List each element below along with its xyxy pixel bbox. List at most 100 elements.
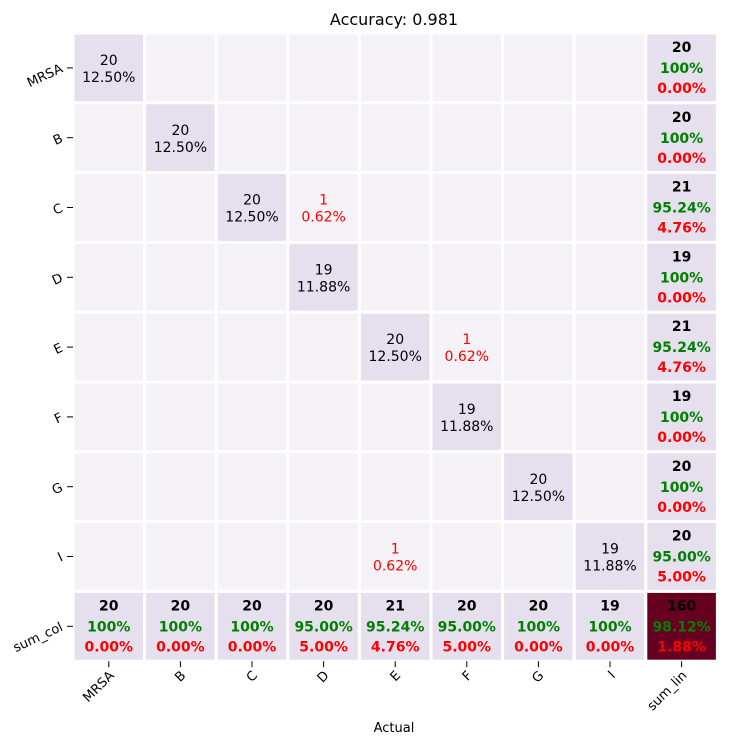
heatmap-cell bbox=[429, 31, 505, 105]
x-tick-label: I bbox=[606, 668, 619, 681]
cell-count-label: 1 bbox=[319, 193, 328, 209]
heatmap-cell bbox=[214, 310, 290, 384]
chart-title: Accuracy: 0.981 bbox=[329, 10, 459, 29]
heatmap-cell bbox=[71, 171, 147, 244]
sum-bad-label: 4.76% bbox=[657, 221, 706, 237]
sum-bad-label: 0.00% bbox=[657, 290, 706, 306]
heatmap-cell bbox=[501, 310, 576, 384]
cell-count-label: 20 bbox=[100, 53, 118, 69]
heatmap-cell bbox=[501, 520, 576, 593]
sum-count-label: 20 bbox=[314, 598, 334, 614]
heatmap-cell bbox=[429, 101, 505, 175]
x-tick-label: C bbox=[244, 668, 261, 685]
heatmap-cell bbox=[71, 380, 147, 454]
heatmap-cell bbox=[644, 101, 719, 175]
heatmap-cell bbox=[214, 380, 290, 454]
sum-count-label: 20 bbox=[529, 598, 549, 614]
sum-good-label: 100% bbox=[588, 619, 631, 635]
heatmap-cell bbox=[644, 450, 719, 524]
cell-count-label: 1 bbox=[391, 542, 400, 558]
heatmap-cell bbox=[357, 589, 433, 663]
cell-percent-label: 11.88% bbox=[297, 279, 350, 295]
sum-count-label: 20 bbox=[171, 598, 191, 614]
x-tick-label: D bbox=[315, 668, 333, 686]
cell-percent-label: 12.50% bbox=[82, 70, 135, 86]
y-tick-label: MRSA bbox=[25, 62, 66, 92]
heatmap-cell bbox=[429, 310, 505, 384]
heatmap-cell bbox=[429, 450, 505, 524]
sum-good-label: 95.24% bbox=[652, 340, 710, 356]
y-tick-label: D bbox=[50, 271, 65, 289]
heatmap-cell bbox=[214, 101, 290, 175]
heatmap-cell bbox=[572, 380, 648, 454]
cell-percent-label: 12.50% bbox=[369, 349, 422, 365]
cell-percent-label: 0.62% bbox=[445, 349, 489, 365]
sum-good-label: 100% bbox=[660, 270, 703, 286]
cell-percent-label: 11.88% bbox=[440, 419, 493, 435]
sum-count-label: 20 bbox=[672, 40, 692, 56]
heatmap-cell bbox=[501, 380, 576, 454]
heatmap-cell bbox=[286, 171, 361, 244]
sum-count-label: 19 bbox=[672, 389, 691, 405]
cell-count-label: 20 bbox=[386, 332, 404, 348]
sum-bad-label: 0.00% bbox=[657, 151, 706, 167]
sum-bad-label: 0.00% bbox=[657, 81, 706, 97]
cell-count-label: 1 bbox=[462, 332, 471, 348]
heatmap-cell bbox=[572, 310, 648, 384]
heatmap-cell bbox=[357, 171, 433, 244]
sum-bad-label: 5.00% bbox=[443, 639, 492, 655]
heatmap-cell bbox=[143, 310, 218, 384]
heatmap-cell bbox=[214, 450, 290, 524]
sum-bad-label: 0.00% bbox=[156, 639, 205, 655]
sum-bad-label: 1.88% bbox=[657, 639, 706, 655]
heatmap-cell bbox=[429, 240, 505, 314]
sum-good-label: 95.00% bbox=[652, 550, 710, 566]
sum-count-label: 21 bbox=[672, 319, 691, 335]
heatmap-cell bbox=[644, 171, 719, 244]
cell-percent-label: 0.62% bbox=[301, 210, 345, 226]
heatmap-cell bbox=[572, 450, 648, 524]
heatmap-cell bbox=[429, 380, 505, 454]
heatmap-cell bbox=[644, 589, 719, 663]
heatmap-cell bbox=[357, 240, 433, 314]
sum-bad-label: 0.00% bbox=[514, 639, 563, 655]
sum-bad-label: 0.00% bbox=[228, 639, 277, 655]
heatmap-cell bbox=[143, 450, 218, 524]
sum-count-label: 19 bbox=[672, 249, 691, 265]
heatmap-cell bbox=[357, 31, 433, 105]
cell-count-label: 19 bbox=[458, 402, 476, 418]
heatmap-cell bbox=[286, 310, 361, 384]
y-tick-label: I bbox=[56, 550, 66, 565]
sum-bad-label: 5.00% bbox=[657, 570, 706, 586]
heatmap-cell bbox=[143, 171, 218, 244]
heatmap-cell bbox=[143, 380, 218, 454]
heatmap-cell bbox=[71, 240, 147, 314]
y-tick-label: G bbox=[50, 480, 65, 498]
cell-count-label: 19 bbox=[601, 542, 619, 558]
sum-good-label: 95.00% bbox=[438, 619, 496, 635]
heatmap-cell bbox=[357, 380, 433, 454]
sum-good-label: 100% bbox=[87, 619, 130, 635]
heatmap-cell bbox=[286, 380, 361, 454]
sum-good-label: 100% bbox=[660, 480, 703, 496]
sum-count-label: 21 bbox=[385, 598, 404, 614]
sum-count-label: 20 bbox=[672, 110, 692, 126]
sum-good-label: 95.24% bbox=[366, 619, 424, 635]
heatmap-cell bbox=[214, 240, 290, 314]
heatmap-cell bbox=[286, 31, 361, 105]
x-tick-label: MRSA bbox=[80, 668, 117, 705]
heatmap-cell bbox=[501, 240, 576, 314]
heatmap-cell bbox=[357, 101, 433, 175]
sum-count-label: 20 bbox=[99, 598, 119, 614]
y-tick-label: sum_col bbox=[11, 620, 65, 656]
sum-count-label: 20 bbox=[672, 459, 692, 475]
y-tick-label: E bbox=[52, 341, 66, 358]
sum-count-label: 20 bbox=[457, 598, 477, 614]
sum-good-label: 95.24% bbox=[652, 201, 710, 217]
heatmap-cell bbox=[501, 31, 576, 105]
cell-percent-label: 0.62% bbox=[373, 559, 417, 575]
x-tick-label: sum_lin bbox=[645, 668, 691, 714]
heatmap-cell bbox=[71, 101, 147, 175]
heatmap-cell bbox=[644, 240, 719, 314]
